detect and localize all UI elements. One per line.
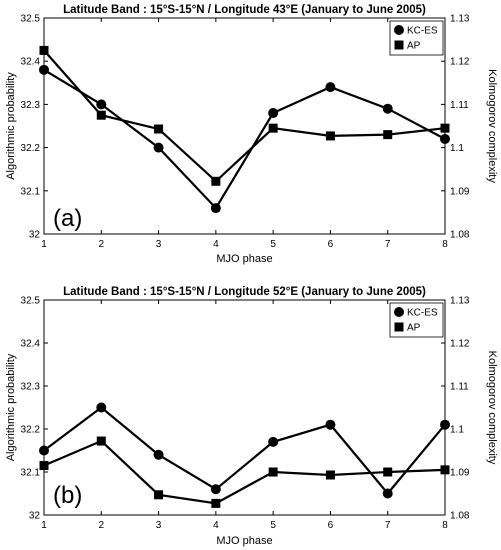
- y2-tick-label: 1.1: [450, 425, 464, 436]
- y2-axis-label: Kolmogorov complexity: [486, 351, 498, 465]
- x-tick-label: 8: [442, 520, 448, 531]
- y-tick-label: 32.2: [21, 143, 41, 154]
- data-point-ap: [39, 461, 49, 471]
- y-axis-label: Algorithmic probability: [5, 353, 17, 461]
- data-point-kc-es: [382, 488, 393, 499]
- series-line-kc-es: [43, 68, 446, 210]
- x-tick-label: 1: [41, 520, 47, 531]
- y2-tick-label: 1.13: [450, 296, 470, 307]
- data-point-ap: [96, 436, 106, 446]
- x-tick-label: 5: [270, 520, 276, 531]
- data-point-ap: [211, 498, 221, 508]
- legend-marker: [394, 322, 404, 332]
- data-point-ap: [211, 176, 221, 186]
- data-point-kc-es: [440, 133, 450, 144]
- legend-marker: [394, 40, 404, 50]
- y-tick-label: 32: [29, 511, 41, 522]
- data-point-kc-es: [440, 419, 450, 430]
- legend-label: KC-ES: [407, 308, 438, 319]
- x-tick-label: 4: [213, 239, 219, 250]
- y-axis-label: Algorithmic probability: [5, 72, 17, 180]
- y2-tick-label: 1.08: [450, 511, 470, 522]
- y2-tick-label: 1.09: [450, 186, 470, 197]
- data-point-kc-es: [325, 419, 336, 430]
- y-tick-label: 32.3: [21, 382, 41, 393]
- data-point-kc-es: [382, 103, 393, 114]
- data-point-ap: [268, 123, 278, 133]
- y2-tick-label: 1.08: [450, 230, 470, 241]
- y2-axis-label: Kolmogorov complexity: [486, 69, 498, 183]
- y-tick-label: 32.3: [21, 100, 41, 111]
- y-tick-label: 32.4: [21, 57, 41, 68]
- data-point-ap: [325, 131, 335, 141]
- x-tick-label: 6: [328, 239, 334, 250]
- y2-tick-label: 1.11: [450, 100, 469, 111]
- y2-tick-label: 1.11: [450, 382, 469, 393]
- x-tick-label: 7: [385, 520, 391, 531]
- data-point-kc-es: [96, 99, 107, 110]
- y2-tick-label: 1.09: [450, 468, 470, 479]
- y-tick-label: 32.2: [21, 425, 41, 436]
- x-tick-label: 1: [41, 239, 47, 250]
- data-point-kc-es: [96, 402, 107, 413]
- y2-tick-label: 1.12: [450, 339, 470, 350]
- data-point-kc-es: [153, 142, 164, 153]
- data-point-kc-es: [39, 445, 49, 456]
- series-line-ap: [43, 49, 446, 183]
- legend-label: KC-ES: [407, 26, 438, 37]
- data-point-ap: [154, 124, 164, 134]
- y-tick-label: 32.1: [21, 468, 41, 479]
- data-point-kc-es: [39, 64, 49, 75]
- x-axis-label: MJO phase: [216, 535, 272, 547]
- y2-tick-label: 1.1: [450, 143, 464, 154]
- x-tick-label: 2: [99, 520, 105, 531]
- y-tick-label: 32.5: [21, 14, 41, 25]
- panel-label: (b): [53, 482, 82, 509]
- data-point-ap: [440, 465, 450, 475]
- data-point-ap: [96, 110, 106, 120]
- data-point-kc-es: [268, 436, 279, 447]
- data-point-ap: [39, 45, 49, 55]
- x-tick-label: 3: [156, 239, 162, 250]
- panel-label: (a): [53, 205, 82, 232]
- x-tick-label: 4: [213, 520, 219, 531]
- y2-tick-label: 1.13: [450, 14, 470, 25]
- y-tick-label: 32.5: [21, 296, 41, 307]
- data-point-ap: [268, 467, 278, 477]
- y-tick-label: 32.1: [21, 186, 41, 197]
- data-point-kc-es: [325, 82, 336, 93]
- series-line-kc-es: [43, 406, 446, 496]
- plot-frame: [43, 299, 446, 516]
- data-point-ap: [383, 467, 393, 477]
- y2-tick-label: 1.12: [450, 57, 470, 68]
- x-tick-label: 8: [442, 239, 448, 250]
- x-tick-label: 7: [385, 239, 391, 250]
- data-point-kc-es: [210, 484, 221, 495]
- data-point-ap: [440, 123, 450, 133]
- x-tick-label: 5: [270, 239, 276, 250]
- data-point-ap: [383, 130, 393, 140]
- plot-frame: [43, 17, 446, 235]
- legend-label: AP: [407, 41, 421, 52]
- x-tick-label: 3: [156, 520, 162, 531]
- chart-title: Latitude Band : 15°S-15°N / Longitude 52…: [63, 286, 426, 298]
- x-axis-label: MJO phase: [216, 253, 272, 265]
- legend-label: AP: [407, 323, 421, 334]
- legend-marker: [394, 307, 404, 317]
- chart-title: Latitude Band : 15°S-15°N / Longitude 43…: [63, 4, 426, 16]
- data-point-ap: [325, 470, 335, 480]
- x-tick-label: 2: [99, 239, 105, 250]
- x-tick-label: 6: [328, 520, 334, 531]
- data-point-ap: [154, 490, 164, 500]
- series-line-ap: [43, 439, 446, 505]
- data-point-kc-es: [153, 449, 164, 460]
- legend-marker: [394, 25, 404, 35]
- data-point-kc-es: [210, 203, 221, 214]
- y-tick-label: 32: [29, 230, 41, 241]
- data-point-kc-es: [268, 108, 279, 119]
- y-tick-label: 32.4: [21, 339, 41, 350]
